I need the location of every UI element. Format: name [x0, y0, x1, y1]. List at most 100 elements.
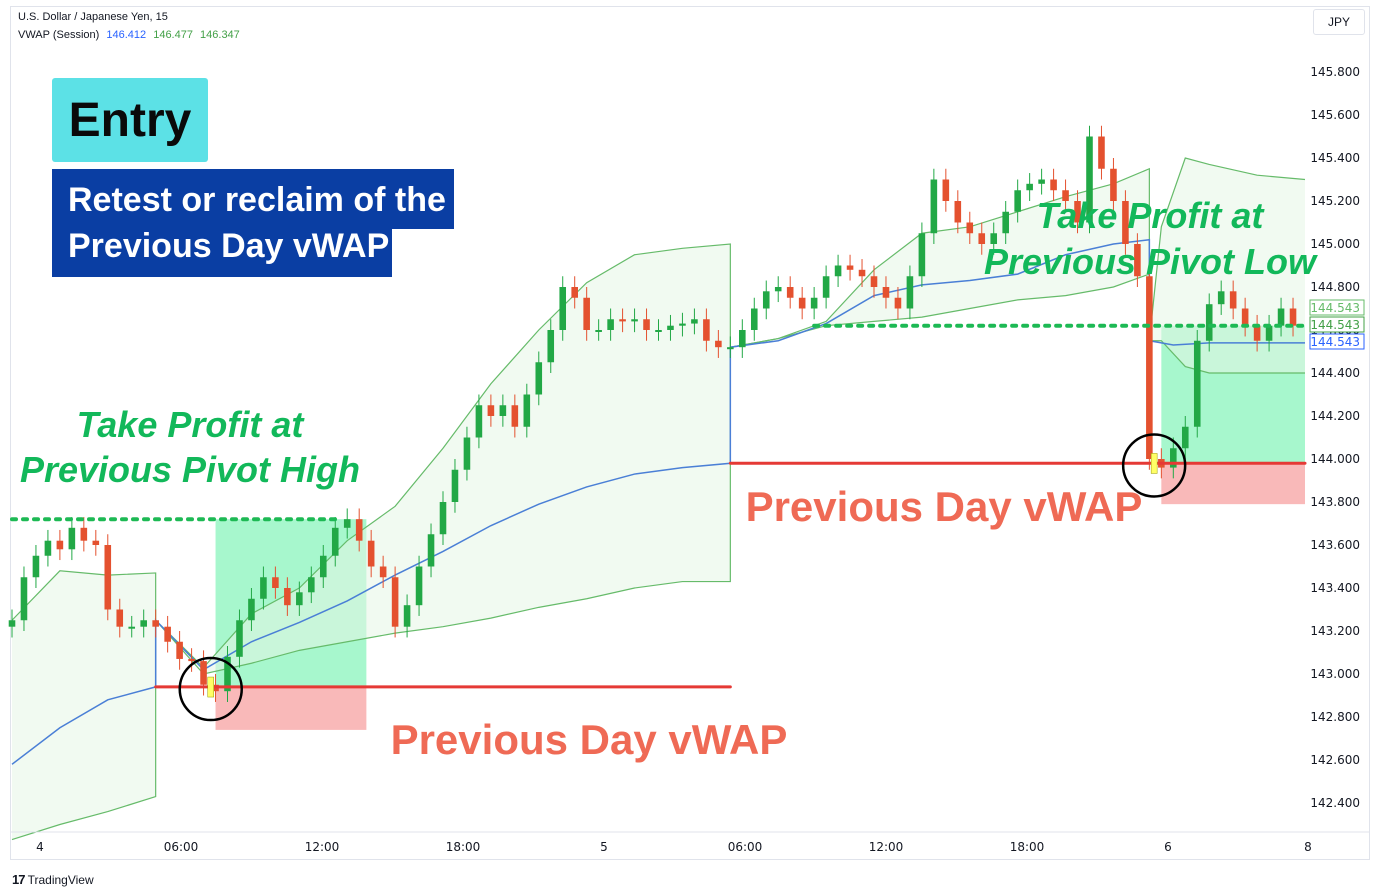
entry-description-line2: Previous Day vWAP: [52, 223, 392, 277]
y-tick-label: 143.000: [1310, 667, 1360, 681]
price-label-box: [1309, 299, 1365, 316]
candle-body: [1170, 448, 1177, 468]
candle-body: [475, 405, 483, 438]
candle-body: [906, 276, 914, 309]
y-tick-label: 145.000: [1310, 237, 1360, 251]
candle-body: [631, 319, 638, 322]
entry-description: Retest or reclaim of the Previous Day vW…: [52, 169, 454, 277]
candle-body: [176, 641, 183, 659]
candle-body: [200, 661, 207, 685]
candle-body: [978, 233, 986, 244]
candle-body: [966, 222, 974, 234]
tp1-label-line2: Previous Pivot High: [20, 449, 360, 490]
y-tick-label: 145.800: [1310, 65, 1360, 79]
candle-body: [691, 319, 698, 324]
stop-zone-1: [215, 686, 367, 730]
x-tick-label: 06:00: [164, 840, 199, 854]
candle-body: [1229, 291, 1237, 309]
upper-band-value: 146.477: [153, 29, 193, 41]
lower-band-value: 146.347: [200, 29, 240, 41]
y-tick-label: 144.200: [1310, 409, 1360, 423]
candle-body: [703, 319, 710, 341]
candle-body: [343, 519, 351, 528]
candle-body: [882, 287, 890, 298]
y-tick-label: 144.400: [1310, 366, 1360, 380]
candle-body: [44, 540, 52, 556]
candle-body: [308, 577, 315, 593]
candle-body: [391, 577, 399, 627]
tradingview-logo-icon: 17: [12, 872, 26, 887]
x-tick-label: 5: [600, 840, 608, 854]
candle-body: [1050, 179, 1057, 191]
candle-body: [1277, 308, 1285, 326]
candle-body: [296, 592, 303, 606]
entry-circle-2: [1121, 433, 1187, 498]
candle-body: [1253, 325, 1261, 341]
candle-body: [104, 545, 112, 610]
candle-body: [715, 340, 722, 348]
candle-body: [547, 330, 555, 363]
candle-body: [858, 269, 866, 277]
candle-body: [750, 308, 758, 330]
candle-body: [774, 287, 782, 292]
candle-body: [619, 319, 626, 322]
tradingview-brand[interactable]: 17 TradingView: [12, 872, 94, 887]
candle-body: [942, 179, 950, 201]
candle-body: [1265, 325, 1273, 341]
candle-body: [894, 297, 902, 309]
candle-body: [379, 566, 387, 578]
candle-body: [1002, 211, 1009, 234]
x-tick-label: 12:00: [869, 840, 904, 854]
indicator-name: VWAP (Session): [18, 29, 100, 41]
candle-body: [990, 233, 998, 244]
candle-body: [1014, 190, 1021, 212]
candle-body: [319, 555, 327, 578]
candle-body: [511, 405, 519, 427]
x-tick-label: 18:00: [1010, 840, 1045, 854]
candle-body: [1241, 308, 1249, 326]
candle-body: [679, 323, 686, 326]
candle-body: [284, 588, 291, 606]
candle-body: [607, 319, 614, 330]
candle-body: [739, 330, 746, 348]
tp1-label-line1: Take Profit at: [77, 404, 306, 445]
indicator-legend: VWAP (Session) 146.412 146.477 146.347: [18, 29, 240, 41]
candle-body: [1146, 276, 1153, 459]
chart-frame[interactable]: [10, 6, 1370, 860]
candle-body: [272, 577, 279, 588]
candle-body: [248, 598, 255, 621]
currency-button[interactable]: JPY: [1313, 9, 1365, 35]
candle-body: [331, 527, 339, 556]
price-label: 144.543: [1310, 301, 1360, 315]
candle-body: [116, 609, 124, 627]
x-tick-label: 6: [1164, 840, 1172, 854]
x-tick-label: 8: [1304, 840, 1312, 854]
candle-body: [1074, 201, 1081, 223]
candle-body: [403, 605, 411, 627]
candle-body: [571, 287, 578, 298]
candle-body: [1122, 201, 1129, 244]
candle-body: [32, 555, 40, 578]
tradingview-label: TradingView: [27, 873, 94, 887]
candle-body: [727, 347, 734, 350]
symbol-title: U.S. Dollar / Japanese Yen, 15: [18, 11, 168, 23]
candle-body: [1181, 426, 1189, 449]
candle-body: [583, 297, 590, 330]
candle-body: [595, 330, 602, 332]
candle-body: [463, 437, 471, 470]
candle-body: [415, 566, 423, 606]
candle-body: [1134, 244, 1141, 277]
y-tick-label: 145.200: [1310, 194, 1360, 208]
y-tick-label: 143.200: [1310, 624, 1360, 638]
candle-body: [68, 527, 76, 550]
candle-body: [224, 656, 231, 692]
candle-body: [1289, 308, 1297, 326]
entry-candle-1: [207, 676, 214, 698]
prev-vwap-label-2: Previous Day vWAP: [746, 483, 1143, 530]
candle-body: [954, 201, 962, 223]
candle-body: [152, 620, 159, 627]
candle-body: [188, 658, 195, 662]
candle-body: [439, 502, 447, 535]
x-tick-label: 18:00: [446, 840, 481, 854]
